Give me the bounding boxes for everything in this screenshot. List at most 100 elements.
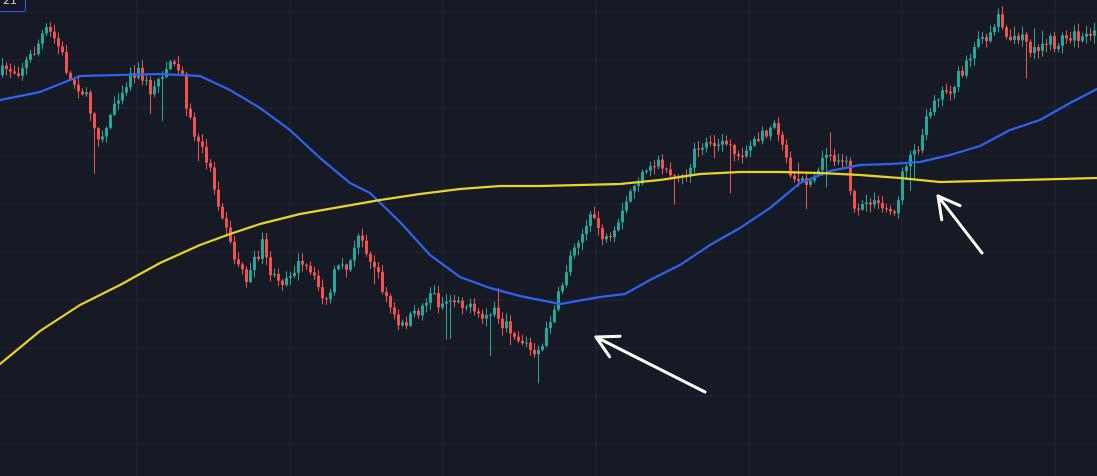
candle-124 (497, 287, 500, 325)
candle-218 (873, 192, 876, 209)
candle-181 (725, 135, 728, 146)
candle-182 (729, 139, 732, 194)
candle-81 (325, 296, 328, 306)
candle-29 (117, 92, 120, 110)
candle-134 (537, 345, 540, 384)
candle-229 (917, 146, 920, 155)
candle-69 (277, 268, 280, 287)
candle-128 (513, 331, 516, 340)
candle-206 (825, 147, 828, 188)
ma-line-fast (0, 72, 1097, 306)
candle-106 (425, 298, 428, 313)
candle-212 (849, 157, 852, 196)
candle-21 (85, 86, 88, 98)
arrow-0 (594, 334, 707, 394)
candle-168 (673, 174, 676, 205)
candle-247 (989, 25, 992, 43)
candle-164 (657, 155, 660, 170)
candle-189 (757, 132, 760, 143)
candle-202 (809, 178, 812, 188)
candle-245 (981, 32, 984, 44)
candle-186 (745, 145, 748, 159)
candle-154 (617, 218, 620, 232)
candle-231 (925, 109, 928, 141)
candle-73 (293, 265, 296, 279)
candle-143 (573, 243, 576, 260)
candle-260 (1041, 30, 1044, 57)
candle-50 (201, 133, 204, 154)
candle-125 (501, 312, 504, 336)
candle-19 (77, 77, 80, 99)
candle-126 (505, 313, 508, 333)
candle-208 (833, 148, 836, 167)
candle-165 (661, 154, 664, 175)
candle-167 (669, 162, 672, 180)
candle-71 (285, 271, 288, 287)
candle-241 (965, 55, 968, 79)
candle-131 (525, 336, 528, 348)
candle-209 (837, 153, 840, 165)
candle-77 (309, 261, 312, 275)
candle-2 (9, 63, 12, 79)
candle-268 (1073, 25, 1076, 48)
candle-94 (377, 262, 380, 279)
candles (1, 6, 1096, 384)
candle-8 (33, 46, 36, 56)
candle-65 (261, 232, 264, 265)
candle-4 (17, 66, 20, 78)
candle-3 (13, 65, 16, 75)
candle-246 (985, 33, 988, 48)
candle-190 (761, 126, 764, 145)
candle-257 (1029, 39, 1032, 58)
candle-254 (1017, 32, 1020, 45)
candle-130 (521, 334, 524, 346)
candle-176 (705, 137, 708, 153)
candle-25 (101, 130, 104, 143)
candle-34 (137, 62, 140, 80)
candle-213 (853, 189, 856, 213)
candle-191 (765, 129, 768, 139)
candle-195 (781, 131, 784, 151)
candle-24 (97, 127, 100, 147)
candle-220 (881, 196, 884, 213)
candle-85 (341, 258, 344, 269)
candle-116 (465, 304, 468, 311)
candle-70 (281, 279, 284, 291)
candle-225 (901, 167, 904, 205)
candle-0 (1, 58, 4, 79)
candle-87 (349, 259, 352, 273)
candle-149 (597, 211, 600, 236)
candle-104 (417, 307, 420, 319)
candle-250 (1001, 6, 1004, 30)
candle-60 (241, 262, 244, 275)
candle-136 (545, 321, 548, 348)
candle-138 (553, 305, 556, 324)
candle-234 (937, 98, 940, 108)
candle-32 (129, 66, 132, 92)
candle-105 (421, 303, 424, 321)
candle-139 (557, 286, 560, 312)
candle-43 (173, 59, 176, 67)
candle-31 (125, 82, 128, 97)
annotation-arrows (594, 194, 984, 394)
candle-197 (789, 151, 792, 179)
candle-159 (637, 177, 640, 192)
candle-22 (89, 89, 92, 121)
candle-166 (665, 167, 668, 173)
candle-150 (601, 224, 604, 246)
candle-156 (625, 195, 628, 214)
candle-18 (73, 77, 76, 89)
candle-82 (329, 288, 332, 304)
candle-55 (221, 203, 224, 220)
candle-23 (93, 111, 96, 174)
candle-253 (1013, 26, 1016, 44)
candle-232 (929, 108, 932, 120)
candle-248 (993, 23, 996, 36)
candle-78 (313, 266, 316, 280)
candle-153 (613, 226, 616, 243)
candle-256 (1025, 31, 1028, 79)
candle-236 (945, 83, 948, 94)
candle-264 (1057, 42, 1060, 53)
